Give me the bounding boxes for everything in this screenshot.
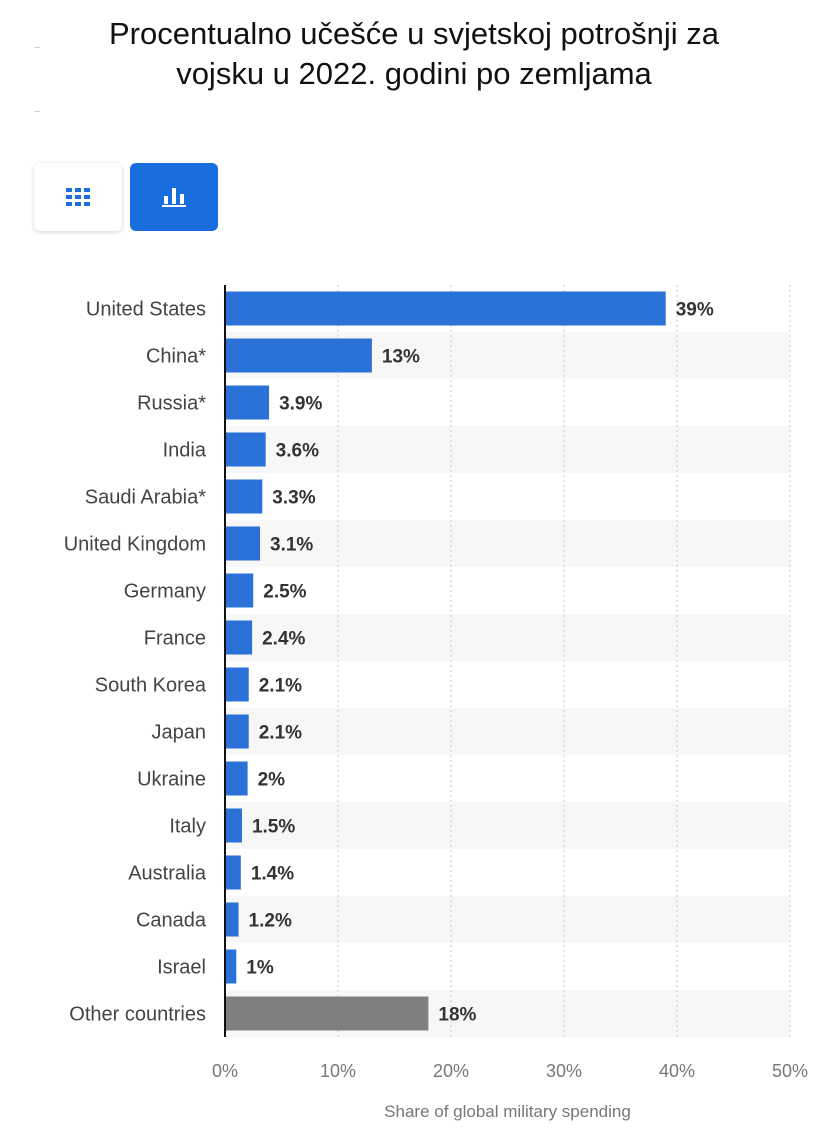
x-tick-label: 0%	[212, 1061, 238, 1081]
category-label: Ukraine	[137, 769, 206, 791]
bar	[225, 996, 429, 1031]
bar	[225, 761, 248, 796]
value-label: 39%	[676, 300, 714, 321]
bar	[225, 526, 261, 561]
category-label: Germany	[124, 581, 206, 603]
row-band	[225, 708, 790, 755]
x-tick-label: 20%	[433, 1061, 469, 1081]
value-label: 3.3%	[272, 488, 315, 509]
category-label: Australia	[128, 863, 207, 885]
category-label: Russia*	[137, 393, 206, 415]
value-label: 3.9%	[279, 394, 322, 415]
bar	[225, 432, 266, 467]
category-label: Other countries	[69, 1004, 206, 1026]
x-tick-label: 30%	[546, 1061, 582, 1081]
value-label: 2.1%	[259, 676, 302, 697]
value-label: 2.1%	[259, 723, 302, 744]
title-line-2: vojsku u 2022. godini po zemljama	[176, 56, 652, 91]
bar	[225, 573, 254, 608]
category-label: United Kingdom	[64, 534, 206, 556]
category-label: South Korea	[95, 675, 207, 697]
value-label: 18%	[438, 1005, 476, 1026]
row-band	[225, 520, 790, 567]
title-line-1: Procentualno učešće u svjetskoj potrošnj…	[109, 16, 719, 51]
bar	[225, 855, 241, 890]
bar	[225, 714, 249, 749]
bar	[225, 385, 270, 420]
category-label: India	[163, 440, 207, 462]
value-label: 2.4%	[262, 629, 305, 650]
value-label: 1.4%	[251, 864, 294, 885]
category-label: France	[144, 628, 206, 650]
bar	[225, 620, 253, 655]
value-label: 3.1%	[270, 535, 313, 556]
category-label: China*	[146, 346, 206, 368]
value-label: 2.5%	[263, 582, 306, 603]
category-label: Italy	[169, 816, 206, 838]
bar	[225, 338, 372, 373]
value-label: 1.2%	[249, 911, 292, 932]
row-band	[225, 614, 790, 661]
bar	[225, 902, 239, 937]
category-label: Canada	[136, 910, 207, 932]
row-band	[225, 802, 790, 849]
value-label: 1.5%	[252, 817, 295, 838]
x-tick-label: 50%	[772, 1061, 808, 1081]
table-view-button[interactable]	[34, 163, 122, 231]
bar-chart-icon	[162, 188, 186, 207]
category-label: Japan	[152, 722, 207, 744]
x-tick-label: 40%	[659, 1061, 695, 1081]
category-label: Israel	[157, 957, 206, 979]
row-band	[225, 896, 790, 943]
bar	[225, 479, 263, 514]
value-label: 2%	[258, 770, 286, 791]
bar	[225, 808, 242, 843]
value-label: 3.6%	[276, 441, 319, 462]
decorative-mark	[34, 47, 40, 48]
bar	[225, 291, 666, 326]
value-label: 1%	[246, 958, 274, 979]
bar	[225, 949, 237, 984]
chart-view-button[interactable]	[130, 163, 218, 231]
page-title: Procentualno učešće u svjetskoj potrošnj…	[0, 14, 828, 94]
category-label: Saudi Arabia*	[85, 487, 206, 509]
row-band	[225, 426, 790, 473]
category-label: United States	[86, 299, 206, 321]
x-axis-title: Share of global military spending	[384, 1102, 631, 1121]
x-tick-label: 10%	[320, 1061, 356, 1081]
bar	[225, 667, 249, 702]
grid-icon	[66, 188, 90, 206]
value-label: 13%	[382, 347, 420, 368]
decorative-mark	[34, 111, 40, 112]
